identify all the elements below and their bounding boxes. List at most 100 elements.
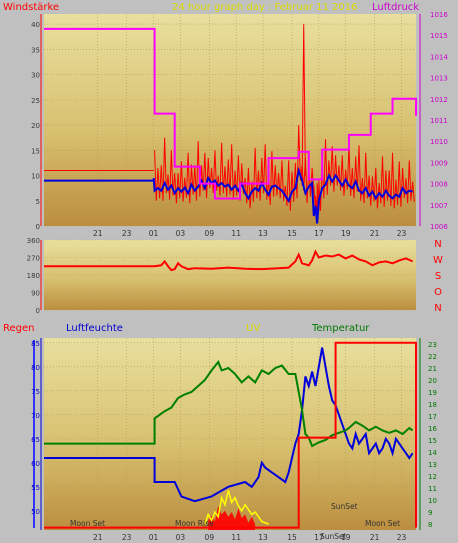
x-tick-label: 19 — [341, 229, 351, 238]
humidity-x-axis: 21 23 01 03 09 11 13 15 17 19 21 23 — [93, 533, 407, 542]
moonrise-annotation: Moon Rise — [175, 519, 214, 528]
wind-y-tick: 30 — [31, 72, 40, 80]
direction-letter: W — [433, 255, 443, 266]
pressure-y-tick: 1012 — [430, 96, 448, 104]
x-tick-label: 23 — [397, 533, 407, 542]
moonset-annotation-2: Moon Set — [365, 519, 400, 528]
direction-y-tick: 180 — [27, 272, 40, 280]
x-tick-label: 01 — [149, 533, 159, 542]
x-tick-label: 17 — [314, 229, 324, 238]
pressure-y-tick: 1010 — [430, 138, 448, 146]
wind-y-tick: 35 — [31, 46, 40, 54]
x-tick-label: 03 — [176, 533, 186, 542]
x-tick-label: 11 — [231, 229, 241, 238]
x-tick-label: 21 — [93, 533, 103, 542]
temperature-y-tick: 13 — [428, 461, 437, 469]
humidity-axis: 50 55 60 65 70 75 80 85 — [31, 338, 42, 530]
x-tick-label: 23 — [122, 533, 132, 542]
humidity-y-tick: 80 — [31, 364, 40, 372]
humidity-y-tick: 75 — [31, 388, 40, 396]
uv-series-line — [204, 490, 269, 525]
luftfeuchte-label: Luftfeuchte — [66, 323, 123, 334]
pressure-y-tick: 1015 — [430, 32, 448, 40]
direction-letter: N — [434, 303, 441, 314]
temperature-y-tick: 22 — [428, 353, 437, 361]
wind-series — [44, 24, 417, 224]
wind-axis-left: 0 5 10 15 20 25 30 35 40 — [31, 14, 42, 231]
humidity-y-tick: 85 — [31, 340, 40, 348]
regen-label: Regen — [3, 323, 35, 334]
gust-spike — [301, 24, 306, 186]
wind-y-tick: 25 — [31, 97, 40, 105]
direction-y-tick: 90 — [31, 290, 40, 298]
pressure-y-tick: 1006 — [430, 223, 448, 231]
temperature-y-tick: 16 — [428, 425, 437, 433]
x-tick-label: 13 — [258, 533, 268, 542]
temperature-y-tick: 17 — [428, 413, 437, 421]
windstaerke-label: Windstärke — [3, 2, 59, 13]
direction-series — [44, 249, 414, 272]
direction-y-tick: 0 — [36, 307, 40, 315]
pressure-series — [44, 27, 417, 200]
pressure-y-tick: 1008 — [430, 181, 448, 189]
uv-label: UV — [246, 323, 260, 334]
temperature-y-tick: 15 — [428, 437, 437, 445]
x-tick-label: 15 — [287, 229, 297, 238]
direction-axis: 0 90 180 270 360 — [27, 237, 42, 315]
direction-letter: O — [434, 287, 442, 298]
temperature-y-tick: 11 — [428, 485, 437, 493]
wind-y-tick: 0 — [36, 223, 40, 231]
temperature-y-tick: 18 — [428, 401, 437, 409]
pressure-y-tick: 1011 — [430, 117, 448, 125]
temperature-y-tick: 14 — [428, 449, 437, 457]
humidity-y-tick: 55 — [31, 484, 40, 492]
x-tick-label: 17 — [314, 533, 324, 542]
x-tick-label: 19 — [341, 533, 351, 542]
x-tick-label: 15 — [287, 533, 297, 542]
temperature-y-tick: 21 — [428, 365, 437, 373]
wind-x-axis: 21 23 01 03 09 11 13 15 17 19 21 23 — [93, 229, 407, 238]
rain-fill — [208, 506, 256, 530]
direction-y-tick: 360 — [27, 237, 40, 245]
rain-series-line — [44, 341, 417, 529]
x-tick-label: 23 — [122, 229, 132, 238]
humidity-y-tick: 50 — [31, 508, 40, 516]
temperature-y-tick: 19 — [428, 389, 437, 397]
pressure-y-tick: 1007 — [430, 202, 448, 210]
wind-y-tick: 20 — [31, 122, 40, 130]
wind-y-tick: 40 — [31, 21, 40, 29]
direction-y-tick: 270 — [27, 255, 40, 263]
pressure-y-tick: 1013 — [430, 75, 448, 83]
wind-y-tick: 15 — [31, 147, 40, 155]
chart-title: 24 hour graph day : Februar 11 2016 — [172, 2, 357, 13]
direction-letter: S — [435, 271, 441, 282]
temperature-axis: 8 9 10 11 12 13 14 15 16 17 18 19 20 21 22 23 — [419, 338, 437, 530]
wind-y-tick: 10 — [31, 173, 40, 181]
wind-y-tick: 5 — [36, 198, 40, 206]
humidity-series — [44, 341, 417, 530]
moonset-annotation: Moon Set — [70, 519, 105, 528]
temperature-y-tick: 12 — [428, 473, 437, 481]
wind-grid — [44, 14, 416, 227]
humidity-y-tick: 60 — [31, 460, 40, 468]
temperature-y-tick: 10 — [428, 497, 437, 505]
sunset-annotation: SunSet — [331, 502, 358, 511]
pressure-y-tick: 1016 — [430, 11, 448, 19]
x-tick-label: 11 — [231, 533, 241, 542]
x-tick-label: 13 — [258, 229, 268, 238]
sunset-x-annotation: SunSet — [320, 532, 347, 541]
x-tick-label: 23 — [397, 229, 407, 238]
temperature-y-tick: 23 — [428, 341, 437, 349]
x-tick-label: 01 — [149, 229, 159, 238]
pressure-y-tick: 1009 — [430, 159, 448, 167]
pressure-y-tick: 1014 — [430, 53, 448, 61]
x-tick-label: 21 — [93, 229, 103, 238]
luftdruck-label: Luftdruck — [372, 2, 419, 13]
temperatur-label: Temperatur — [311, 323, 370, 334]
direction-letter: N — [434, 239, 441, 250]
temperature-series-line — [44, 360, 414, 448]
x-tick-label: 09 — [205, 533, 215, 542]
temperature-y-tick: 8 — [428, 521, 432, 529]
temperature-y-tick: 20 — [428, 377, 437, 385]
